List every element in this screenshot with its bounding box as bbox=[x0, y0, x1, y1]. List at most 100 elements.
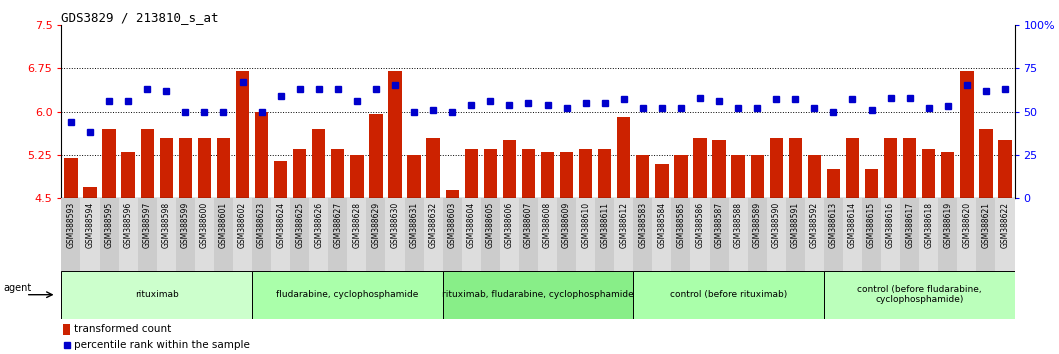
Bar bbox=[881, 198, 900, 271]
Bar bbox=[331, 149, 344, 198]
Text: GSM388588: GSM388588 bbox=[734, 202, 742, 248]
Text: GSM388619: GSM388619 bbox=[944, 202, 952, 248]
Text: GSM388605: GSM388605 bbox=[486, 202, 495, 248]
Bar bbox=[656, 164, 668, 198]
Bar bbox=[64, 324, 70, 335]
Bar bbox=[767, 198, 786, 271]
Bar bbox=[309, 198, 328, 271]
Bar bbox=[500, 198, 519, 271]
Text: GSM388608: GSM388608 bbox=[543, 202, 552, 248]
Bar bbox=[427, 137, 439, 198]
Bar bbox=[198, 137, 211, 198]
Text: GSM388615: GSM388615 bbox=[867, 202, 876, 248]
Text: GSM388595: GSM388595 bbox=[105, 202, 113, 248]
Bar bbox=[65, 158, 77, 198]
Bar bbox=[732, 155, 744, 198]
Text: GSM388625: GSM388625 bbox=[295, 202, 304, 248]
Text: fludarabine, cyclophosphamide: fludarabine, cyclophosphamide bbox=[276, 290, 418, 299]
Text: GSM388597: GSM388597 bbox=[143, 202, 151, 248]
Text: GSM388628: GSM388628 bbox=[353, 202, 361, 248]
Text: GSM388601: GSM388601 bbox=[219, 202, 228, 248]
Bar bbox=[919, 198, 938, 271]
Bar bbox=[312, 129, 325, 198]
Bar bbox=[614, 198, 633, 271]
Bar bbox=[328, 198, 347, 271]
Bar bbox=[522, 149, 535, 198]
Text: GSM388604: GSM388604 bbox=[467, 202, 475, 248]
Text: GSM388610: GSM388610 bbox=[581, 202, 590, 248]
Bar bbox=[217, 137, 230, 198]
Bar bbox=[385, 198, 405, 271]
Bar bbox=[481, 198, 500, 271]
Bar bbox=[884, 137, 897, 198]
Text: GSM388586: GSM388586 bbox=[696, 202, 704, 248]
Text: GSM388623: GSM388623 bbox=[257, 202, 266, 248]
Bar bbox=[598, 149, 611, 198]
Bar bbox=[446, 189, 459, 198]
Bar bbox=[710, 198, 729, 271]
Text: rituximab, fludarabine, cyclophosphamide: rituximab, fludarabine, cyclophosphamide bbox=[442, 290, 634, 299]
Text: GSM388614: GSM388614 bbox=[848, 202, 857, 248]
Bar bbox=[824, 271, 1015, 319]
Text: GSM388632: GSM388632 bbox=[429, 202, 437, 248]
Bar bbox=[922, 149, 935, 198]
Bar bbox=[789, 137, 802, 198]
Text: GSM388593: GSM388593 bbox=[67, 202, 75, 248]
Bar bbox=[462, 198, 481, 271]
Bar bbox=[405, 198, 424, 271]
Bar bbox=[636, 155, 649, 198]
Bar bbox=[770, 137, 783, 198]
Bar bbox=[652, 198, 671, 271]
Bar bbox=[595, 198, 614, 271]
Text: GSM388607: GSM388607 bbox=[524, 202, 533, 248]
Bar bbox=[671, 198, 690, 271]
Text: GSM388589: GSM388589 bbox=[753, 202, 761, 248]
Bar bbox=[141, 129, 154, 198]
Bar bbox=[617, 117, 630, 198]
Bar bbox=[694, 137, 706, 198]
Text: GSM388606: GSM388606 bbox=[505, 202, 514, 248]
Bar bbox=[976, 198, 995, 271]
Text: GSM388631: GSM388631 bbox=[410, 202, 418, 248]
Bar bbox=[293, 149, 306, 198]
Bar bbox=[389, 71, 401, 198]
Bar bbox=[805, 198, 824, 271]
Bar bbox=[274, 161, 287, 198]
Text: GSM388627: GSM388627 bbox=[334, 202, 342, 248]
Text: GSM388603: GSM388603 bbox=[448, 202, 456, 248]
Bar bbox=[999, 141, 1011, 198]
Bar bbox=[541, 152, 554, 198]
Bar bbox=[827, 169, 840, 198]
Bar bbox=[122, 152, 134, 198]
Bar bbox=[465, 149, 478, 198]
Text: agent: agent bbox=[3, 282, 32, 292]
Text: GSM388630: GSM388630 bbox=[391, 202, 399, 248]
Bar bbox=[408, 155, 420, 198]
Bar bbox=[560, 152, 573, 198]
Text: GSM388624: GSM388624 bbox=[276, 202, 285, 248]
Bar bbox=[748, 198, 767, 271]
Bar bbox=[938, 198, 957, 271]
Text: GDS3829 / 213810_s_at: GDS3829 / 213810_s_at bbox=[61, 11, 219, 24]
Bar bbox=[443, 198, 462, 271]
Text: GSM388629: GSM388629 bbox=[372, 202, 380, 248]
Bar bbox=[633, 198, 652, 271]
Bar bbox=[252, 271, 443, 319]
Bar bbox=[119, 198, 138, 271]
Bar bbox=[808, 155, 821, 198]
Text: control (before fludarabine,
cyclophosphamide): control (before fludarabine, cyclophosph… bbox=[857, 285, 982, 304]
Bar bbox=[503, 141, 516, 198]
Bar bbox=[351, 155, 363, 198]
Bar bbox=[484, 149, 497, 198]
Bar bbox=[900, 198, 919, 271]
Bar bbox=[236, 71, 249, 198]
Bar bbox=[195, 198, 214, 271]
Text: GSM388626: GSM388626 bbox=[315, 202, 323, 248]
Bar bbox=[84, 187, 96, 198]
Bar bbox=[100, 198, 119, 271]
Bar bbox=[843, 198, 862, 271]
Bar bbox=[961, 71, 973, 198]
Bar bbox=[690, 198, 710, 271]
Bar bbox=[290, 198, 309, 271]
Text: GSM388621: GSM388621 bbox=[982, 202, 990, 248]
